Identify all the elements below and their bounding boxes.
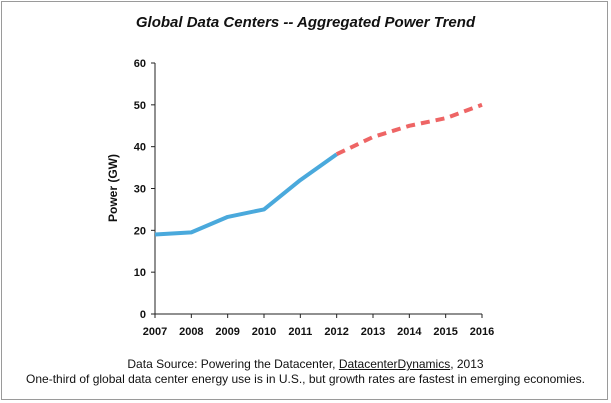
historical-series-line — [154, 152, 338, 237]
chart-title: Global Data Centers -- Aggregated Power … — [135, 14, 476, 31]
y-tick-label: 30 — [134, 184, 146, 196]
y-tick-label: 0 — [140, 309, 146, 321]
x-tick-label: 2011 — [288, 326, 312, 338]
y-tick-label: 60 — [134, 58, 146, 70]
x-tick-label: 2007 — [143, 326, 167, 338]
x-tick-label: 2009 — [215, 326, 239, 338]
source-link[interactable]: DatacenterDynamics — [338, 357, 451, 371]
x-tick-label: 2008 — [179, 326, 203, 338]
y-tick-label: 20 — [134, 225, 146, 237]
axes — [151, 62, 483, 318]
y-tick-label: 10 — [134, 267, 146, 279]
tick-labels: 0 10 20 30 40 50 60 2007 2008 2009 2010 2011 2012 201… — [134, 58, 494, 338]
source-prefix: Data Source: Powering the Datacenter, — [127, 357, 339, 371]
y-tick-label: 50 — [134, 100, 146, 112]
x-tick-label: 2016 — [470, 326, 494, 338]
projected-series-line — [335, 102, 483, 157]
footnote: One-third of global data center energy u… — [26, 372, 585, 386]
x-tick-label: 2010 — [252, 326, 276, 338]
source-suffix: , 2013 — [450, 357, 484, 371]
x-tick-label: 2013 — [361, 326, 385, 338]
x-tick-label: 2015 — [433, 326, 457, 338]
data-source-line: Data Source: Powering the Datacenter, Da… — [0, 357, 611, 371]
y-axis-label: Power (GW) — [106, 154, 120, 222]
y-tick-label: 40 — [134, 142, 146, 154]
x-tick-label: 2012 — [324, 326, 348, 338]
x-tick-label: 2014 — [397, 326, 422, 338]
series-lines — [154, 102, 483, 237]
